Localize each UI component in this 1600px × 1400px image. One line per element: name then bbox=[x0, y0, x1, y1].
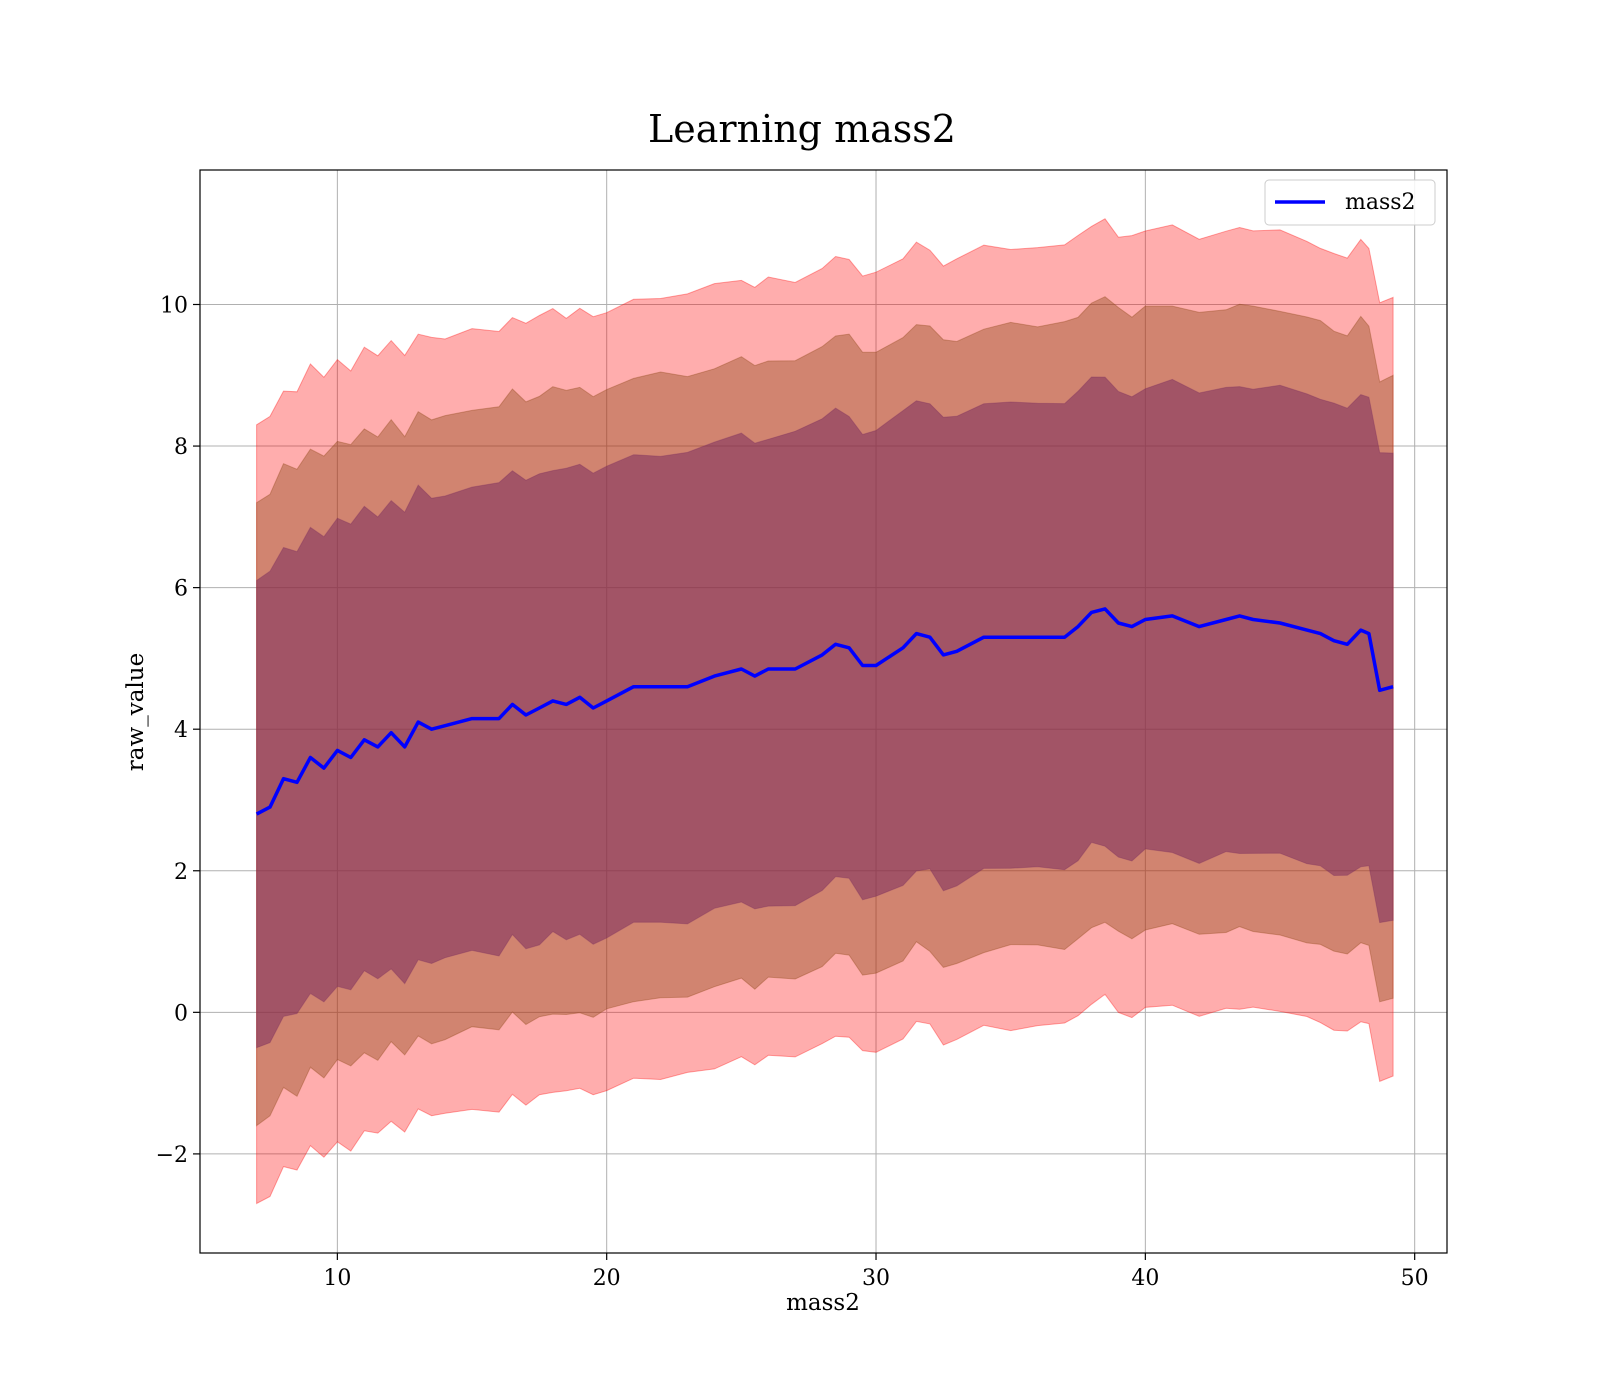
x-tick-label: 50 bbox=[1401, 1266, 1429, 1291]
plot-frame bbox=[199, 169, 1448, 1254]
axis-ticks: 10 20 30 40 50 −2 0 2 4 6 8 10 bbox=[156, 293, 1429, 1291]
legend-box bbox=[1264, 179, 1436, 226]
y-tick-label: −2 bbox=[156, 1143, 188, 1168]
y-tick-label: 10 bbox=[160, 293, 188, 318]
chart-title: Learning mass2 bbox=[648, 107, 956, 151]
y-tick-label: 2 bbox=[174, 860, 188, 885]
y-tick-label: 0 bbox=[174, 1001, 188, 1026]
x-tick-label: 40 bbox=[1131, 1266, 1159, 1291]
y-tick-label: 6 bbox=[174, 577, 188, 602]
x-axis-label: mass2 bbox=[786, 1290, 860, 1316]
x-tick-label: 10 bbox=[323, 1266, 351, 1291]
series-lines bbox=[255, 607, 1394, 816]
plot-area: 10 20 30 40 50 −2 0 2 4 6 8 10 bbox=[156, 169, 1448, 1291]
series-line-mass2 bbox=[255, 607, 1394, 816]
y-tick-label: 4 bbox=[174, 718, 188, 743]
legend-label-mass2: mass2 bbox=[1345, 190, 1416, 215]
legend: mass2 bbox=[1264, 179, 1436, 226]
band-inner bbox=[256, 376, 1394, 1049]
y-tick-label: 8 bbox=[174, 435, 188, 460]
confidence-bands bbox=[256, 218, 1394, 1205]
x-tick-label: 20 bbox=[593, 1266, 621, 1291]
y-axis-label: raw_value bbox=[123, 653, 149, 771]
x-tick-label: 30 bbox=[862, 1266, 890, 1291]
